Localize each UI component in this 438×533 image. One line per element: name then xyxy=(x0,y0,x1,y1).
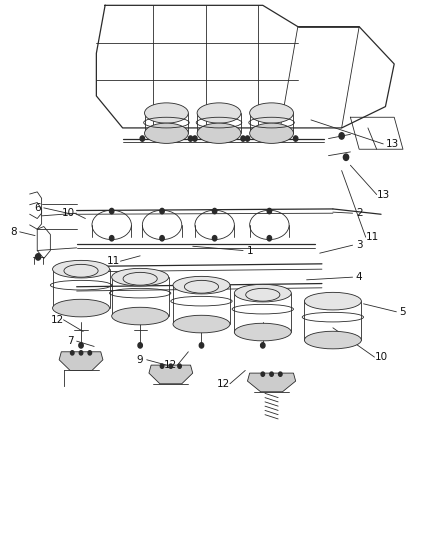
Circle shape xyxy=(339,133,344,139)
Circle shape xyxy=(193,136,197,141)
Circle shape xyxy=(212,236,217,241)
Ellipse shape xyxy=(234,285,291,302)
Text: 13: 13 xyxy=(377,190,390,199)
Ellipse shape xyxy=(304,331,361,349)
Ellipse shape xyxy=(112,307,169,325)
Ellipse shape xyxy=(197,103,241,123)
Circle shape xyxy=(267,236,272,241)
Circle shape xyxy=(199,343,204,348)
Text: 6: 6 xyxy=(34,203,41,213)
Circle shape xyxy=(261,343,265,348)
Circle shape xyxy=(267,208,272,214)
Circle shape xyxy=(169,364,173,368)
Ellipse shape xyxy=(53,300,110,317)
Ellipse shape xyxy=(234,323,291,341)
Circle shape xyxy=(88,351,92,355)
Text: 3: 3 xyxy=(356,240,363,250)
Circle shape xyxy=(279,372,282,376)
Text: 5: 5 xyxy=(399,307,406,317)
Polygon shape xyxy=(247,373,296,392)
Ellipse shape xyxy=(250,103,293,123)
Polygon shape xyxy=(149,365,193,384)
Circle shape xyxy=(160,236,164,241)
Text: 10: 10 xyxy=(61,208,74,218)
Ellipse shape xyxy=(304,292,361,310)
Circle shape xyxy=(71,351,74,355)
Text: 10: 10 xyxy=(374,352,388,362)
Circle shape xyxy=(261,372,265,376)
Text: 9: 9 xyxy=(137,355,144,365)
Text: 12: 12 xyxy=(50,315,64,325)
Circle shape xyxy=(140,136,145,141)
Text: 11: 11 xyxy=(366,232,379,242)
Circle shape xyxy=(35,254,41,260)
Circle shape xyxy=(241,136,245,141)
Ellipse shape xyxy=(197,123,241,143)
Ellipse shape xyxy=(53,260,110,278)
Text: 2: 2 xyxy=(356,208,363,218)
Ellipse shape xyxy=(173,276,230,294)
Circle shape xyxy=(79,351,83,355)
Ellipse shape xyxy=(250,123,293,143)
Circle shape xyxy=(110,236,114,241)
Text: 1: 1 xyxy=(246,246,253,255)
Polygon shape xyxy=(59,352,103,370)
Circle shape xyxy=(212,208,217,214)
Text: 7: 7 xyxy=(67,336,74,346)
Text: 12: 12 xyxy=(217,379,230,389)
Text: 4: 4 xyxy=(356,272,363,282)
Circle shape xyxy=(110,208,114,214)
Ellipse shape xyxy=(145,103,188,123)
Text: 8: 8 xyxy=(10,227,17,237)
Circle shape xyxy=(293,136,298,141)
Circle shape xyxy=(270,372,273,376)
Ellipse shape xyxy=(112,268,169,286)
Circle shape xyxy=(188,136,193,141)
Circle shape xyxy=(178,364,181,368)
Ellipse shape xyxy=(173,315,230,333)
Circle shape xyxy=(79,343,83,348)
Circle shape xyxy=(160,364,164,368)
Circle shape xyxy=(245,136,250,141)
Circle shape xyxy=(343,154,349,160)
Text: 11: 11 xyxy=(107,256,120,266)
Circle shape xyxy=(160,208,164,214)
Circle shape xyxy=(138,343,142,348)
Text: 12: 12 xyxy=(164,360,177,370)
Text: 13: 13 xyxy=(385,139,399,149)
Ellipse shape xyxy=(145,123,188,143)
